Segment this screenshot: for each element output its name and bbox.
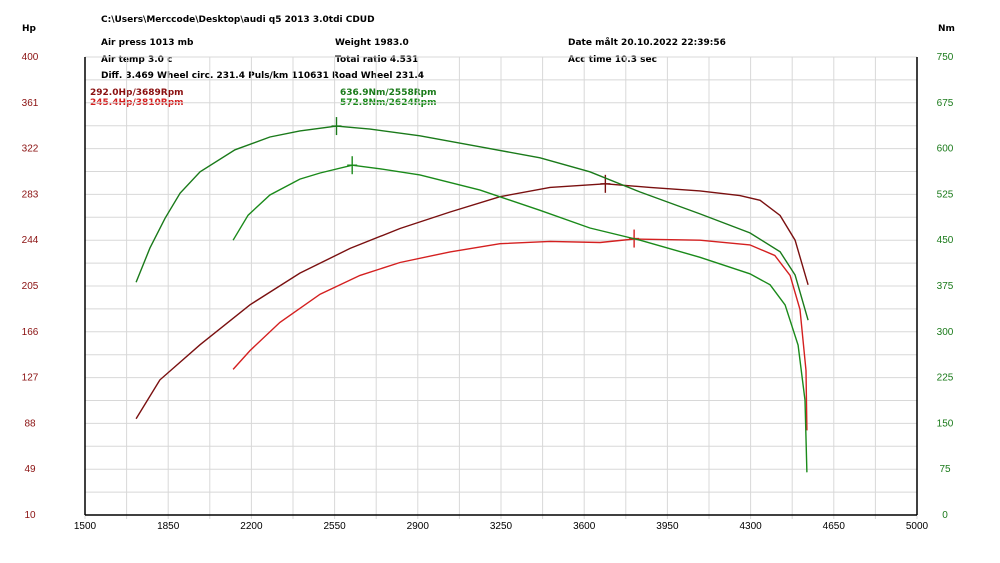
y-left-tick-label: 205 [22,281,39,292]
y-right-tick-label: 300 [937,327,954,338]
x-tick-label: 4650 [823,521,846,532]
acc-time: Acc time 10.3 sec [568,55,657,65]
file-path: C:\Users\Merccode\Desktop\audi q5 2013 3… [101,15,375,25]
x-tick-label: 2200 [240,521,263,532]
legend-power-1: 292.0Hp/3689Rpm [90,88,184,98]
series-line-3 [135,125,809,321]
y-left-tick-label: 49 [24,464,36,475]
x-tick-label: 3250 [490,521,513,532]
y-left-tick-label: 10 [24,510,36,521]
air-temp: Air temp 3.0 c [101,55,173,65]
y-right-tick-label: 675 [937,98,954,109]
y-right-tick-label: 0 [942,510,948,521]
y-right-tick-label: 375 [937,281,954,292]
y-right-tick-label: 750 [937,52,954,63]
series-line-1 [135,183,809,420]
y-left-tick-label: 166 [22,327,39,338]
y-left-tick-label: 400 [22,52,39,63]
y-left-tick-label: 283 [22,189,39,200]
weight: Weight 1983.0 [335,38,409,48]
diff-info: Diff. 3.469 Wheel circ. 231.4 Puls/km 11… [101,71,425,81]
y-left-tick-label: 244 [22,235,39,246]
total-ratio: Total ratio 4.531 [335,55,419,65]
date: Date målt 20.10.2022 22:39:56 [568,38,726,48]
legend-torque-1: 636.9Nm/2558Rpm [340,88,437,98]
x-tick-label: 5000 [906,521,929,532]
y-left-tick-label: 322 [22,144,39,155]
y-right-tick-label: 450 [937,235,954,246]
air-press: Air press 1013 mb [101,38,194,48]
y-right-tick-label: 75 [939,464,951,475]
series-line-2 [232,238,808,431]
x-tick-label: 1500 [74,521,97,532]
y-right-tick-label: 600 [937,144,954,155]
x-tick-label: 3950 [656,521,679,532]
left-axis-label: Hp [22,24,36,34]
series-line-4 [232,164,808,473]
x-tick-label: 4300 [739,521,762,532]
y-left-tick-label: 88 [24,418,36,429]
x-tick-label: 3600 [573,521,596,532]
y-right-tick-label: 150 [937,418,954,429]
y-left-tick-label: 127 [22,373,39,384]
y-right-tick-label: 525 [937,189,954,200]
x-tick-label: 1850 [157,521,180,532]
x-tick-label: 2900 [407,521,430,532]
y-left-tick-label: 361 [22,98,39,109]
y-right-tick-label: 225 [937,373,954,384]
right-axis-label: Nm [938,24,955,34]
x-tick-label: 2550 [323,521,346,532]
